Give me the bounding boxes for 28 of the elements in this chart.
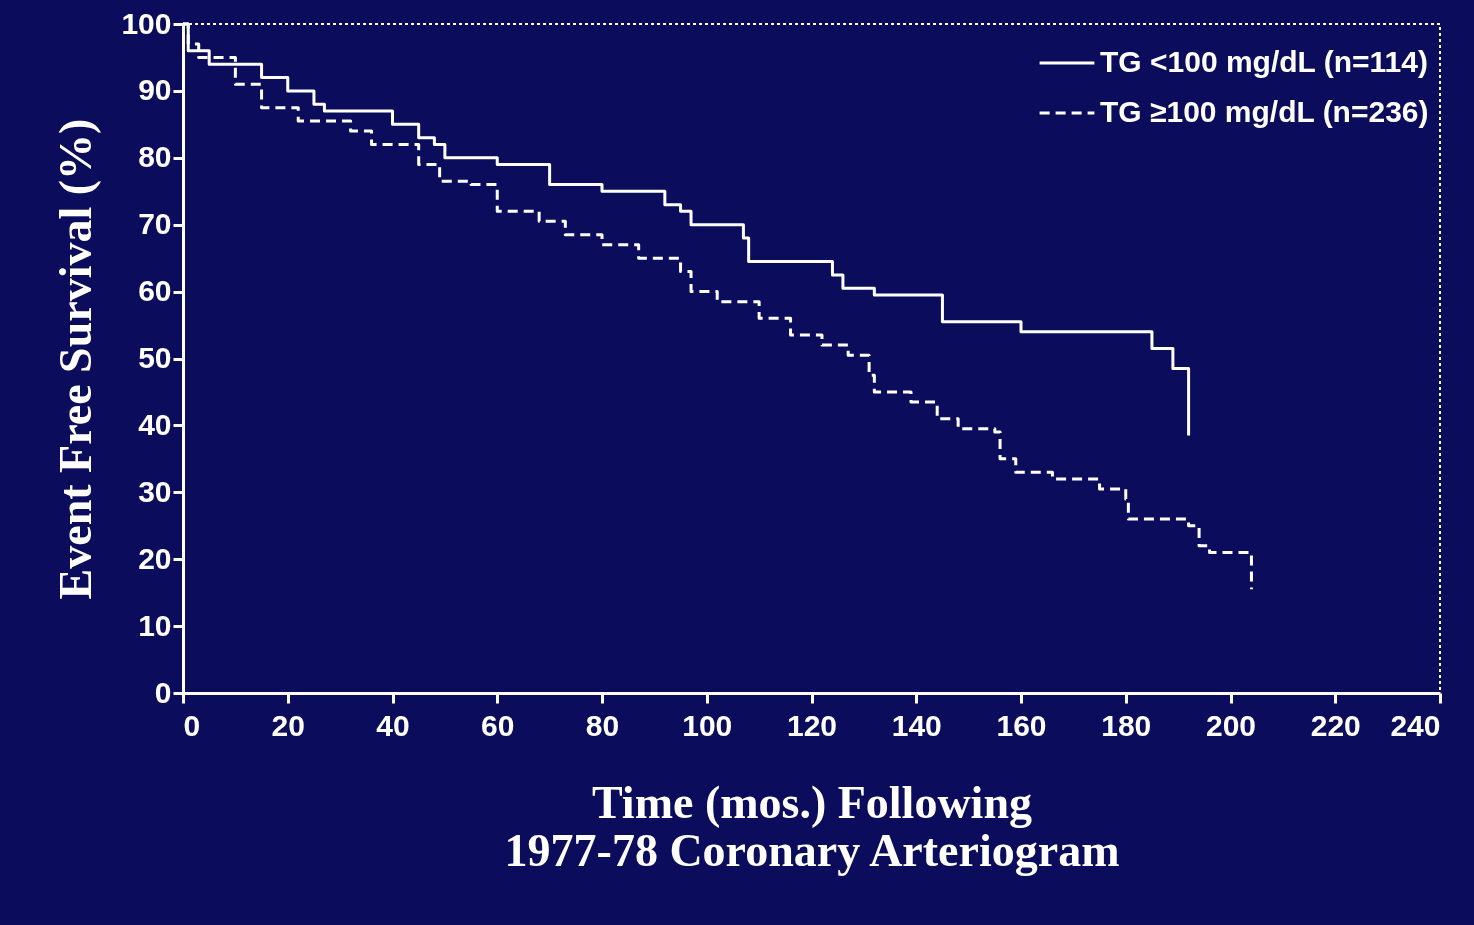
x-tick-label: 160 [996, 708, 1047, 742]
y-tick-label: 40 [138, 407, 172, 441]
y-tick-label: 90 [138, 73, 172, 107]
y-axis-title: Event Free Survival (%) [50, 118, 102, 600]
x-tick-label: 20 [271, 708, 305, 742]
y-tick-label: 30 [138, 474, 172, 508]
legend-label: TG ≥100 mg/dL (n=236) [1100, 95, 1429, 128]
legend-label: TG <100 mg/dL (n=114) [1100, 45, 1428, 78]
x-tick-label: 100 [682, 708, 733, 742]
x-tick-label: 120 [786, 708, 838, 742]
x-tick-label: 40 [376, 708, 410, 742]
y-tick-label: 20 [138, 541, 172, 575]
x-tick-label: 200 [1205, 708, 1257, 742]
y-tick-label: 100 [121, 6, 172, 40]
y-tick-label: 10 [138, 608, 172, 642]
y-tick-label: 50 [138, 341, 172, 374]
x-tick-label: 80 [585, 708, 620, 742]
x-tick-label: 60 [481, 708, 515, 742]
x-tick-label: 240 [1390, 708, 1441, 742]
x-axis-title: Time (mos.) Following 1977-78 Coronary Arteriogram [504, 776, 1120, 876]
x-tick-label: 0 [183, 708, 201, 742]
x-tick-label: 180 [1101, 708, 1152, 742]
y-tick-label: 0 [154, 675, 172, 709]
y-tick-label: 70 [138, 207, 172, 241]
y-tick-label: 80 [138, 140, 172, 174]
y-tick-label: 60 [138, 274, 172, 308]
x-tick-label: 220 [1310, 708, 1361, 742]
x-tick-label: 140 [891, 708, 942, 742]
